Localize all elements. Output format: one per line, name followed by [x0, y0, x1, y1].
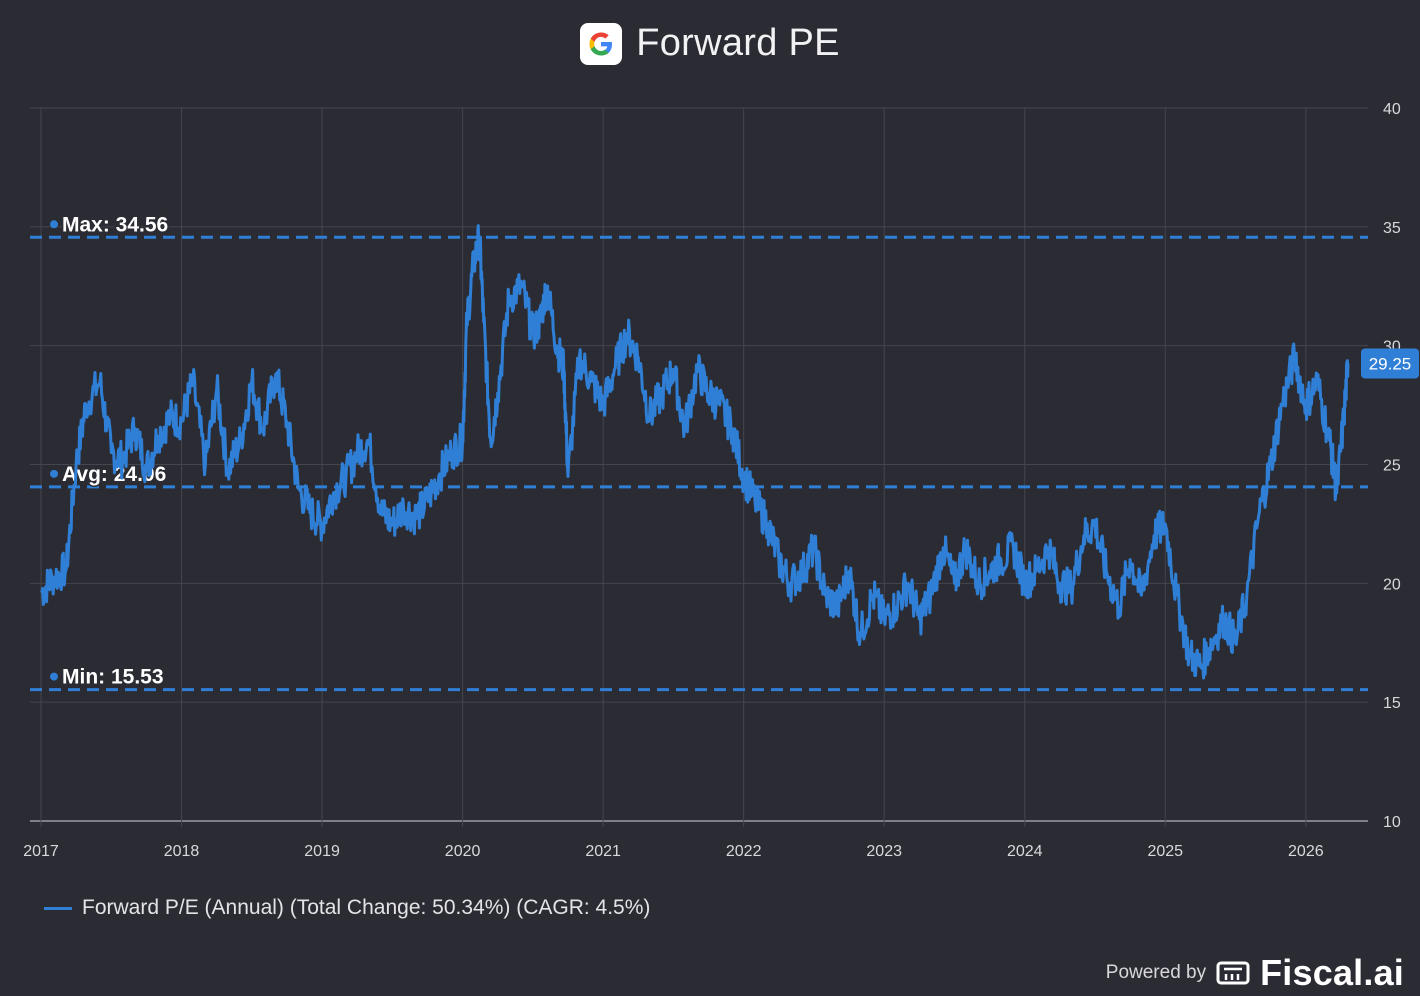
- x-tick-label: 2024: [1007, 843, 1043, 860]
- legend[interactable]: Forward P/E (Annual) (Total Change: 50.3…: [44, 896, 650, 920]
- x-tick-label: 2019: [304, 843, 340, 860]
- series-line-forward-pe: [40, 224, 1350, 680]
- x-tick-label: 2022: [726, 843, 762, 860]
- x-tick-label: 2017: [23, 843, 59, 860]
- x-tick-label: 2023: [866, 843, 902, 860]
- y-tick-label: 25: [1383, 458, 1401, 475]
- chart-title: Forward PE: [636, 22, 840, 64]
- reference-marker: [50, 672, 58, 681]
- powered-by-footer[interactable]: Powered by Fiscal.ai: [1106, 952, 1404, 994]
- reference-marker: [50, 220, 58, 229]
- y-tick-label: 15: [1383, 695, 1401, 712]
- google-g-icon: [589, 32, 613, 55]
- x-tick-label: 2026: [1288, 843, 1324, 860]
- google-logo-icon: [580, 22, 623, 65]
- fiscal-logo-icon: [1216, 961, 1250, 985]
- last-value-label: 29.25: [1369, 354, 1412, 373]
- x-tick-label: 2018: [164, 843, 200, 860]
- y-tick-label: 10: [1383, 814, 1401, 831]
- brand-name: Fiscal.ai: [1260, 952, 1404, 993]
- reference-marker: [50, 469, 58, 478]
- legend-label: Forward P/E (Annual) (Total Change: 50.3…: [82, 896, 651, 919]
- last-value-badge: [1361, 348, 1419, 379]
- legend-swatch: [44, 906, 72, 910]
- y-tick-label: 40: [1383, 101, 1401, 118]
- reference-label: Min: 15.53: [62, 666, 164, 689]
- powered-by-label: Powered by: [1105, 962, 1207, 983]
- y-tick-label: 20: [1383, 576, 1401, 593]
- reference-label: Max: 34.56: [62, 213, 168, 236]
- x-tick-label: 2021: [585, 843, 621, 860]
- chart-header: Forward PE: [0, 22, 1420, 65]
- y-tick-label: 35: [1383, 220, 1401, 237]
- x-tick-label: 2020: [445, 843, 481, 860]
- x-tick-label: 2025: [1147, 843, 1183, 860]
